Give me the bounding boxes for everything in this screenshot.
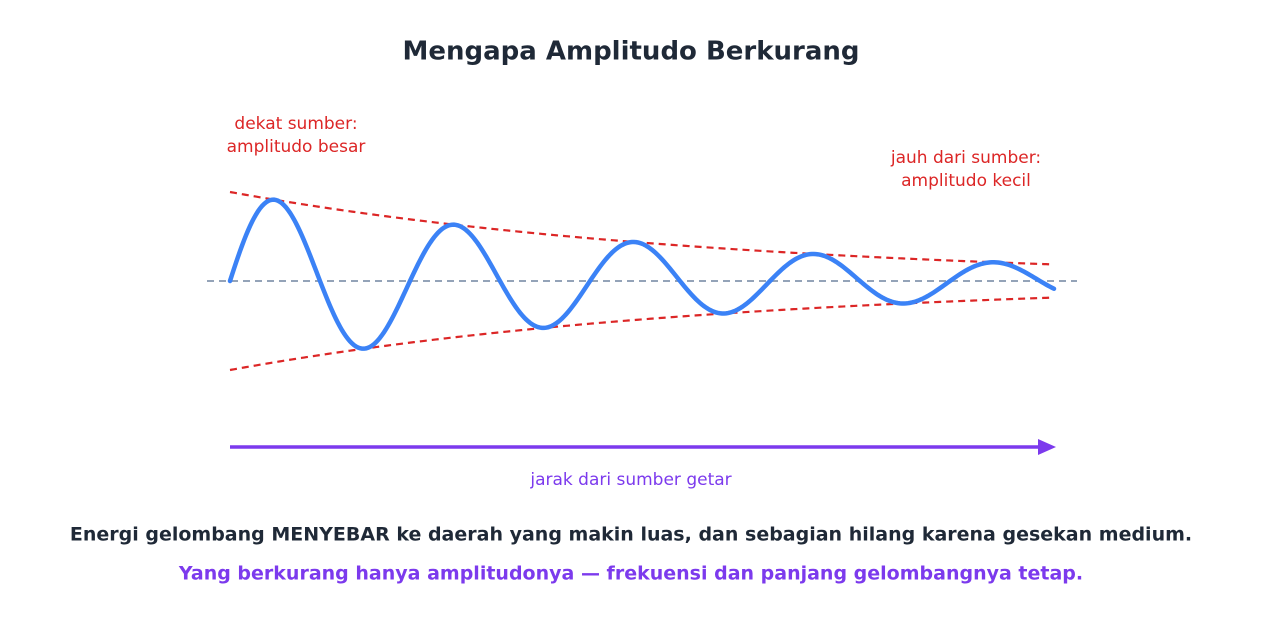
note: Energi gelombang MENYEBAR ke daerah yang… — [70, 524, 1192, 546]
title: Mengapa Amplitudo Berkurang — [402, 37, 859, 67]
far-label: amplitudo kecil — [901, 171, 1031, 191]
wave — [227, 197, 1057, 351]
envelope — [229, 190, 1055, 266]
arrow-head — [1038, 439, 1056, 455]
axis-label: jarak dari sumber getar — [529, 470, 731, 490]
near-label: amplitudo besar — [227, 137, 366, 157]
envelope — [229, 296, 1055, 372]
near-label: dekat sumber: — [234, 114, 357, 134]
note: Yang berkurang hanya amplitudonya — frek… — [178, 563, 1083, 585]
far-label: jauh dari sumber: — [890, 148, 1041, 168]
